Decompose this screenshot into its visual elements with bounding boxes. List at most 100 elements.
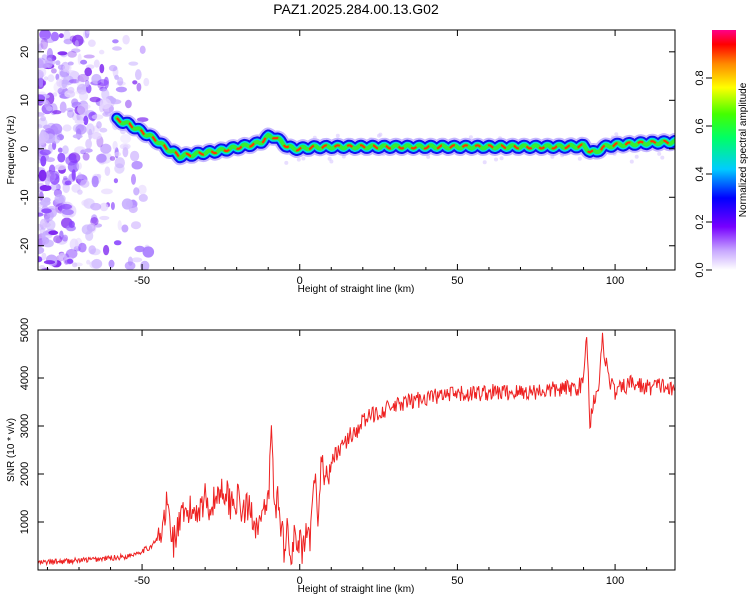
noise-blob bbox=[121, 224, 129, 233]
noise-blob bbox=[122, 34, 130, 45]
noise-blob bbox=[99, 127, 108, 133]
noise-blob bbox=[426, 154, 431, 159]
noise-blob bbox=[93, 59, 100, 68]
noise-blob bbox=[499, 156, 504, 161]
noise-blob bbox=[377, 133, 381, 138]
noise-blob bbox=[114, 157, 126, 169]
noise-blob bbox=[91, 175, 99, 188]
noise-blob bbox=[88, 128, 93, 141]
ridge-core bbox=[116, 117, 675, 159]
noise-blob bbox=[47, 74, 55, 83]
noise-blob bbox=[39, 149, 51, 156]
noise-blob bbox=[51, 68, 57, 74]
colorbar-tick-label: 0.0 bbox=[694, 262, 706, 277]
noise-blob bbox=[96, 121, 102, 129]
noise-blob bbox=[114, 151, 121, 157]
snr-ytick-label: 3000 bbox=[19, 414, 31, 438]
noise-blob bbox=[52, 92, 58, 97]
noise-blob bbox=[38, 77, 44, 88]
noise-blob bbox=[38, 94, 46, 103]
noise-blob bbox=[131, 160, 143, 170]
noise-blob bbox=[57, 152, 66, 163]
noise-blob bbox=[136, 117, 149, 122]
noise-blob bbox=[86, 259, 91, 265]
noise-blob bbox=[120, 134, 132, 144]
snr-ytick-label: 2000 bbox=[19, 462, 31, 486]
noise-blob bbox=[80, 59, 88, 65]
noise-blob bbox=[96, 153, 107, 163]
noise-blob bbox=[115, 86, 127, 93]
noise-blob bbox=[91, 258, 103, 269]
figure-title: PAZ1.2025.284.00.13.G02 bbox=[273, 1, 439, 17]
noise-blob bbox=[38, 36, 48, 43]
noise-blob bbox=[39, 30, 51, 40]
noise-blob bbox=[72, 134, 83, 139]
noise-blob bbox=[46, 171, 56, 182]
noise-blob bbox=[103, 244, 110, 256]
noise-blob bbox=[40, 38, 49, 50]
noise-blob bbox=[42, 222, 51, 228]
noise-blob bbox=[138, 193, 148, 202]
noise-blob bbox=[60, 203, 72, 210]
noise-blob bbox=[117, 220, 122, 231]
snr-xtick-label: 100 bbox=[606, 575, 624, 587]
noise-blob bbox=[130, 150, 140, 162]
noise-blob bbox=[135, 69, 142, 81]
spectrogram-ytick-label: -20 bbox=[19, 238, 31, 254]
noise-blob bbox=[77, 189, 83, 195]
noise-blob bbox=[65, 248, 78, 259]
noise-blob bbox=[63, 38, 73, 45]
noise-blob bbox=[110, 202, 115, 210]
noise-blob bbox=[67, 86, 75, 94]
noise-blob bbox=[74, 146, 86, 155]
noise-blob bbox=[121, 198, 133, 210]
spectrogram-xtick-label: 0 bbox=[297, 275, 303, 287]
noise-blob bbox=[577, 156, 582, 161]
noise-blob bbox=[91, 114, 104, 120]
noise-blob bbox=[124, 99, 132, 109]
noise-blob bbox=[50, 31, 60, 42]
noise-blob bbox=[109, 156, 116, 161]
noise-blob bbox=[68, 220, 75, 228]
noise-blob bbox=[41, 54, 48, 61]
noise-blob bbox=[114, 74, 119, 80]
noise-blob bbox=[132, 80, 138, 85]
noise-blob bbox=[81, 224, 93, 235]
noise-blob bbox=[89, 96, 101, 103]
noise-blob bbox=[101, 88, 110, 101]
noise-blob bbox=[44, 101, 51, 109]
noise-blob bbox=[54, 194, 66, 204]
noise-blob bbox=[77, 172, 83, 185]
noise-blob bbox=[629, 159, 634, 164]
noise-blob bbox=[494, 157, 498, 162]
noise-blob bbox=[62, 145, 69, 155]
noise-blob bbox=[76, 162, 82, 170]
noise-blob bbox=[39, 265, 45, 270]
noise-blob bbox=[50, 123, 63, 135]
noise-blob bbox=[38, 190, 44, 202]
noise-blob bbox=[38, 43, 42, 52]
noise-blob bbox=[90, 202, 102, 211]
snr-ytick-label: 1000 bbox=[19, 510, 31, 534]
noise-blob bbox=[65, 155, 78, 166]
noise-blob bbox=[482, 160, 487, 165]
noise-blob bbox=[85, 30, 90, 34]
noise-blob bbox=[113, 178, 118, 184]
noise-blob bbox=[76, 178, 81, 184]
noise-blob bbox=[122, 147, 129, 158]
noise-blob bbox=[99, 98, 112, 110]
noise-blob bbox=[51, 136, 61, 144]
noise-blob bbox=[143, 77, 150, 87]
snr-frame bbox=[37, 329, 676, 571]
noise-blob bbox=[116, 81, 126, 86]
noise-blob bbox=[45, 57, 53, 69]
spectrogram-ytick-label: 20 bbox=[19, 46, 31, 58]
spectrogram-ticks: -50 0 50 100 -20 -10 0 10 20 bbox=[19, 30, 675, 287]
noise-blob bbox=[45, 177, 50, 186]
snr-ytick-label: 4000 bbox=[19, 366, 31, 390]
noise-blob bbox=[634, 154, 639, 159]
snr-xlabel: Height of straight line (km) bbox=[298, 584, 415, 595]
noise-blob bbox=[103, 76, 109, 89]
